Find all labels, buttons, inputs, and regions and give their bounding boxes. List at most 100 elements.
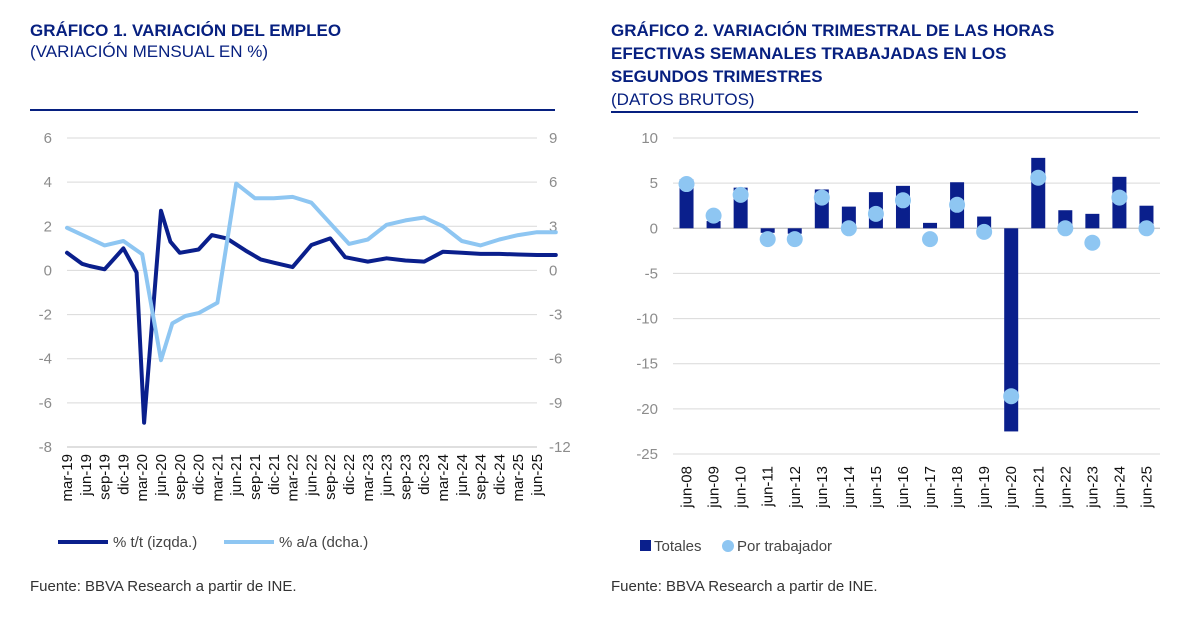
x-tick-label: jun-20 <box>153 454 170 497</box>
x-tick-label: sep-20 <box>172 454 189 500</box>
chart-source: Fuente: BBVA Research a partir de INE. <box>611 578 878 595</box>
x-tick-label: jun-21 <box>228 454 245 497</box>
x-tick-label: mar-25 <box>510 454 527 502</box>
y-tick-label: -25 <box>636 446 658 463</box>
series-line-aa <box>65 181 558 363</box>
y-left-tick-label: -4 <box>39 351 52 368</box>
x-tick-label: jun-22 <box>1057 466 1074 509</box>
dot-por-trabajador <box>976 223 993 240</box>
x-tick-label: jun-16 <box>895 466 912 509</box>
legend-swatch-totales <box>640 540 651 551</box>
dot-por-trabajador <box>1057 220 1074 237</box>
x-tick-label: sep-21 <box>247 454 264 500</box>
hours-bar-chart: 10 5 0 -5 -10 -15 -20 -25 jun-08 jun-09 jun-10 jun-… <box>636 130 1160 555</box>
y-right-tick-label: -12 <box>549 439 571 456</box>
bar-totales <box>1085 213 1100 229</box>
dot-por-trabajador <box>1138 220 1155 237</box>
x-tick-label: sep-24 <box>473 454 490 500</box>
x-tick-label: jun-20 <box>1003 466 1020 509</box>
x-tick-label: jun-25 <box>529 454 546 497</box>
y-right-tick-label: 0 <box>549 262 557 279</box>
x-tick-label: mar-21 <box>209 454 226 502</box>
chart-title-line-1: GRÁFICO 2. VARIACIÓN TRIMESTRAL DE LAS H… <box>611 21 1055 40</box>
dot-por-trabajador <box>813 189 830 206</box>
dot-por-trabajador <box>705 207 722 224</box>
dot-por-trabajador <box>840 220 857 237</box>
y-left-tick-label: 2 <box>44 218 52 235</box>
chart-subtitle: (VARIACIÓN MENSUAL EN %) <box>30 42 269 61</box>
x-tick-label: jun-11 <box>760 466 777 508</box>
bar-totales <box>760 228 775 233</box>
legend-label-tt: % t/t (izqda.) <box>113 534 197 551</box>
x-tick-label: jun-10 <box>733 466 750 509</box>
x-tick-label: mar-19 <box>59 454 76 502</box>
x-tick-label: jun-13 <box>814 466 831 509</box>
dot-por-trabajador <box>786 231 803 248</box>
x-tick-label: dic-19 <box>115 454 132 495</box>
x-tick-label: jun-24 <box>1111 466 1128 509</box>
x-tick-label: mar-20 <box>134 454 151 502</box>
chart-title-line-2: EFECTIVAS SEMANALES TRABAJADAS EN LOS <box>611 44 1007 63</box>
x-tick-label: dic-24 <box>491 454 508 495</box>
dot-por-trabajador <box>759 231 776 248</box>
x-tick-label: mar-23 <box>360 454 377 502</box>
x-tick-label: jun-22 <box>303 454 320 497</box>
dot-por-trabajador <box>867 205 884 222</box>
dot-por-trabajador <box>949 196 966 213</box>
y-left-tick-label: -2 <box>39 307 52 324</box>
x-tick-label: sep-22 <box>322 454 339 500</box>
dot-por-trabajador <box>894 192 911 209</box>
chart-title-line-3: SEGUNDOS TRIMESTRES <box>611 67 823 86</box>
x-tick-label: sep-19 <box>97 454 114 500</box>
y-right-tick-label: -6 <box>549 351 562 368</box>
bar-totales <box>923 222 938 229</box>
y-left-tick-label: -6 <box>39 395 52 412</box>
x-tick-label: jun-18 <box>949 466 966 509</box>
x-tick-label: jun-23 <box>379 454 396 497</box>
x-tick-label: jun-23 <box>1084 466 1101 509</box>
bar-totales <box>977 216 992 229</box>
bar-totales <box>679 179 694 229</box>
bar-totales <box>706 221 721 229</box>
y-tick-label: -10 <box>636 311 658 328</box>
bar-totales <box>1031 157 1046 229</box>
x-tick-label: jun-25 <box>1138 466 1155 509</box>
y-left-tick-label: -8 <box>39 439 52 456</box>
dot-por-trabajador <box>1084 234 1101 251</box>
x-tick-label: dic-22 <box>341 454 358 495</box>
y-tick-label: 10 <box>641 130 658 147</box>
title-rule <box>611 111 1138 113</box>
y-left-tick-label: 0 <box>44 262 52 279</box>
x-tick-label: mar-22 <box>285 454 302 502</box>
dot-por-trabajador <box>1030 169 1047 186</box>
x-tick-label: jun-14 <box>841 466 858 509</box>
x-tick-label: jun-12 <box>787 466 804 509</box>
chart-panel-employment: GRÁFICO 1. VARIACIÓN DEL EMPLEO (VARIACI… <box>30 21 571 595</box>
y-tick-label: -5 <box>645 265 658 282</box>
bar-totales <box>787 228 802 234</box>
title-rule <box>30 109 555 111</box>
x-tick-label: jun-17 <box>922 466 939 509</box>
x-tick-label: dic-21 <box>266 454 283 495</box>
series-line-tt <box>65 208 558 425</box>
y-left-tick-label: 6 <box>44 130 52 147</box>
x-tick-label: mar-24 <box>435 454 452 502</box>
x-tick-label: jun-09 <box>706 466 723 509</box>
y-right-tick-label: 3 <box>549 218 557 235</box>
x-tick-label: jun-19 <box>976 466 993 509</box>
y-tick-label: 0 <box>650 220 658 237</box>
x-tick-label: jun-08 <box>679 466 696 509</box>
chart-title: GRÁFICO 1. VARIACIÓN DEL EMPLEO <box>30 21 342 40</box>
x-tick-label: jun-24 <box>454 454 471 497</box>
y-left-tick-label: 4 <box>44 174 52 191</box>
dot-por-trabajador <box>732 186 749 203</box>
x-tick-label: jun-21 <box>1030 466 1047 509</box>
chart-source: Fuente: BBVA Research a partir de INE. <box>30 578 297 595</box>
x-tick-label: jun-15 <box>868 466 885 509</box>
x-tick-label: dic-20 <box>191 454 208 495</box>
chart-subtitle: (DATOS BRUTOS) <box>611 90 755 109</box>
dot-por-trabajador <box>1003 388 1020 405</box>
y-right-tick-label: 6 <box>549 174 557 191</box>
dot-por-trabajador <box>1111 189 1128 206</box>
